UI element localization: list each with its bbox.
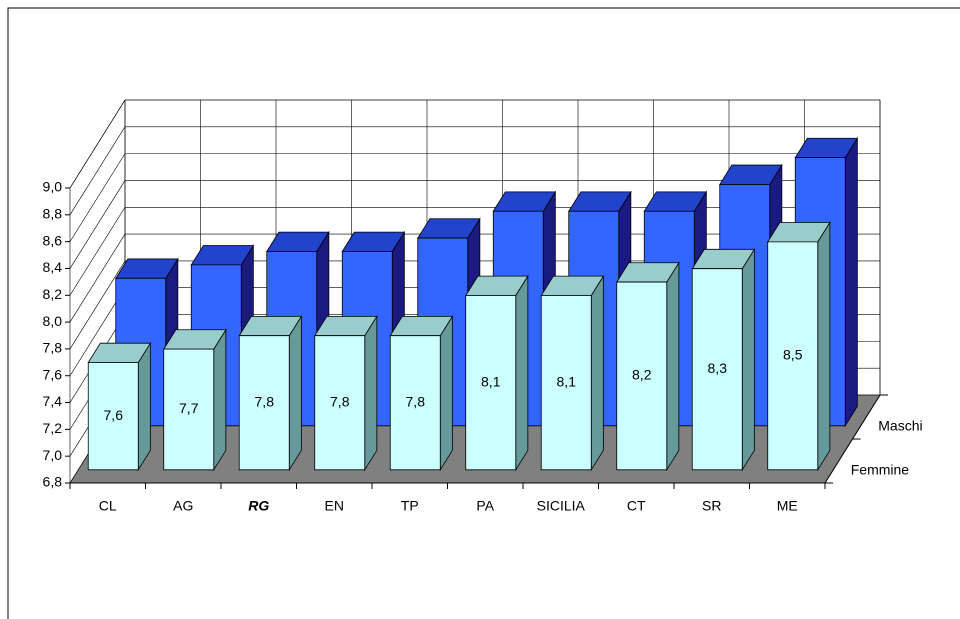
value-label: 8,5 bbox=[783, 347, 803, 363]
bar-side bbox=[137, 341, 151, 472]
value-label: 7,7 bbox=[179, 400, 199, 416]
bar-front bbox=[314, 335, 366, 471]
x-tick-label: CL bbox=[99, 498, 117, 514]
chart-frame bbox=[7, 7, 960, 619]
bar-front bbox=[238, 335, 290, 471]
bar-side bbox=[213, 328, 227, 472]
bar bbox=[87, 341, 152, 472]
y-tick-label: 9,0 bbox=[43, 179, 63, 195]
y-tick-label: 8,0 bbox=[43, 313, 63, 329]
legend-label: Maschi bbox=[878, 418, 922, 434]
x-tick-label: SICILIA bbox=[537, 498, 586, 514]
value-label: 7,8 bbox=[255, 393, 275, 409]
legend-label: Femmine bbox=[851, 462, 910, 478]
bar-side bbox=[288, 314, 302, 472]
bar-front bbox=[691, 268, 743, 471]
y-tick-label: 8,2 bbox=[43, 286, 63, 302]
x-tick-label: CT bbox=[627, 498, 646, 514]
bar-front bbox=[163, 348, 215, 471]
bar-side bbox=[666, 261, 680, 472]
y-tick-label: 8,4 bbox=[43, 259, 63, 275]
bar-front bbox=[616, 281, 668, 471]
bar-front bbox=[465, 295, 517, 471]
x-tick-label: RG bbox=[248, 498, 269, 514]
value-label: 7,6 bbox=[104, 407, 124, 423]
bar bbox=[314, 314, 378, 472]
bar bbox=[238, 314, 303, 472]
y-tick-label: 7,8 bbox=[43, 340, 63, 356]
bar bbox=[163, 328, 227, 472]
bar-side bbox=[817, 221, 831, 472]
bar bbox=[616, 261, 680, 472]
x-tick-label: PA bbox=[476, 498, 494, 514]
value-label: 8,1 bbox=[557, 373, 577, 389]
y-tick-label: 8,6 bbox=[43, 232, 63, 248]
bar bbox=[389, 314, 454, 472]
bar bbox=[540, 274, 605, 472]
bar-side bbox=[439, 314, 453, 472]
bar-side bbox=[741, 247, 755, 472]
x-tick-label: EN bbox=[325, 498, 344, 514]
value-label: 7,8 bbox=[330, 393, 350, 409]
x-tick-label: SR bbox=[702, 498, 721, 514]
y-tick-label: 7,6 bbox=[43, 366, 63, 382]
bar-side bbox=[515, 274, 529, 472]
bar bbox=[767, 221, 831, 472]
bar-front bbox=[87, 362, 139, 471]
y-tick-label: 7,0 bbox=[43, 447, 63, 463]
value-label: 8,2 bbox=[632, 367, 652, 383]
y-tick-label: 6,8 bbox=[43, 474, 63, 490]
x-tick-label: TP bbox=[401, 498, 419, 514]
z-axis bbox=[824, 394, 881, 484]
bar-front bbox=[767, 241, 819, 471]
x-tick-label: ME bbox=[777, 498, 798, 514]
bar-side bbox=[364, 314, 378, 472]
bar-front bbox=[389, 335, 441, 471]
y-tick-label: 8,8 bbox=[43, 206, 63, 222]
bar-side bbox=[844, 136, 858, 428]
value-label: 8,1 bbox=[481, 373, 501, 389]
y-tick-label: 7,2 bbox=[43, 420, 63, 436]
x-tick-label: AG bbox=[173, 498, 193, 514]
y-tick-label: 7,4 bbox=[43, 393, 63, 409]
bar bbox=[691, 247, 756, 472]
value-label: 8,3 bbox=[708, 360, 728, 376]
bar bbox=[465, 274, 529, 472]
bar-front bbox=[540, 295, 592, 471]
bar-side bbox=[590, 274, 604, 472]
value-label: 7,8 bbox=[406, 393, 426, 409]
